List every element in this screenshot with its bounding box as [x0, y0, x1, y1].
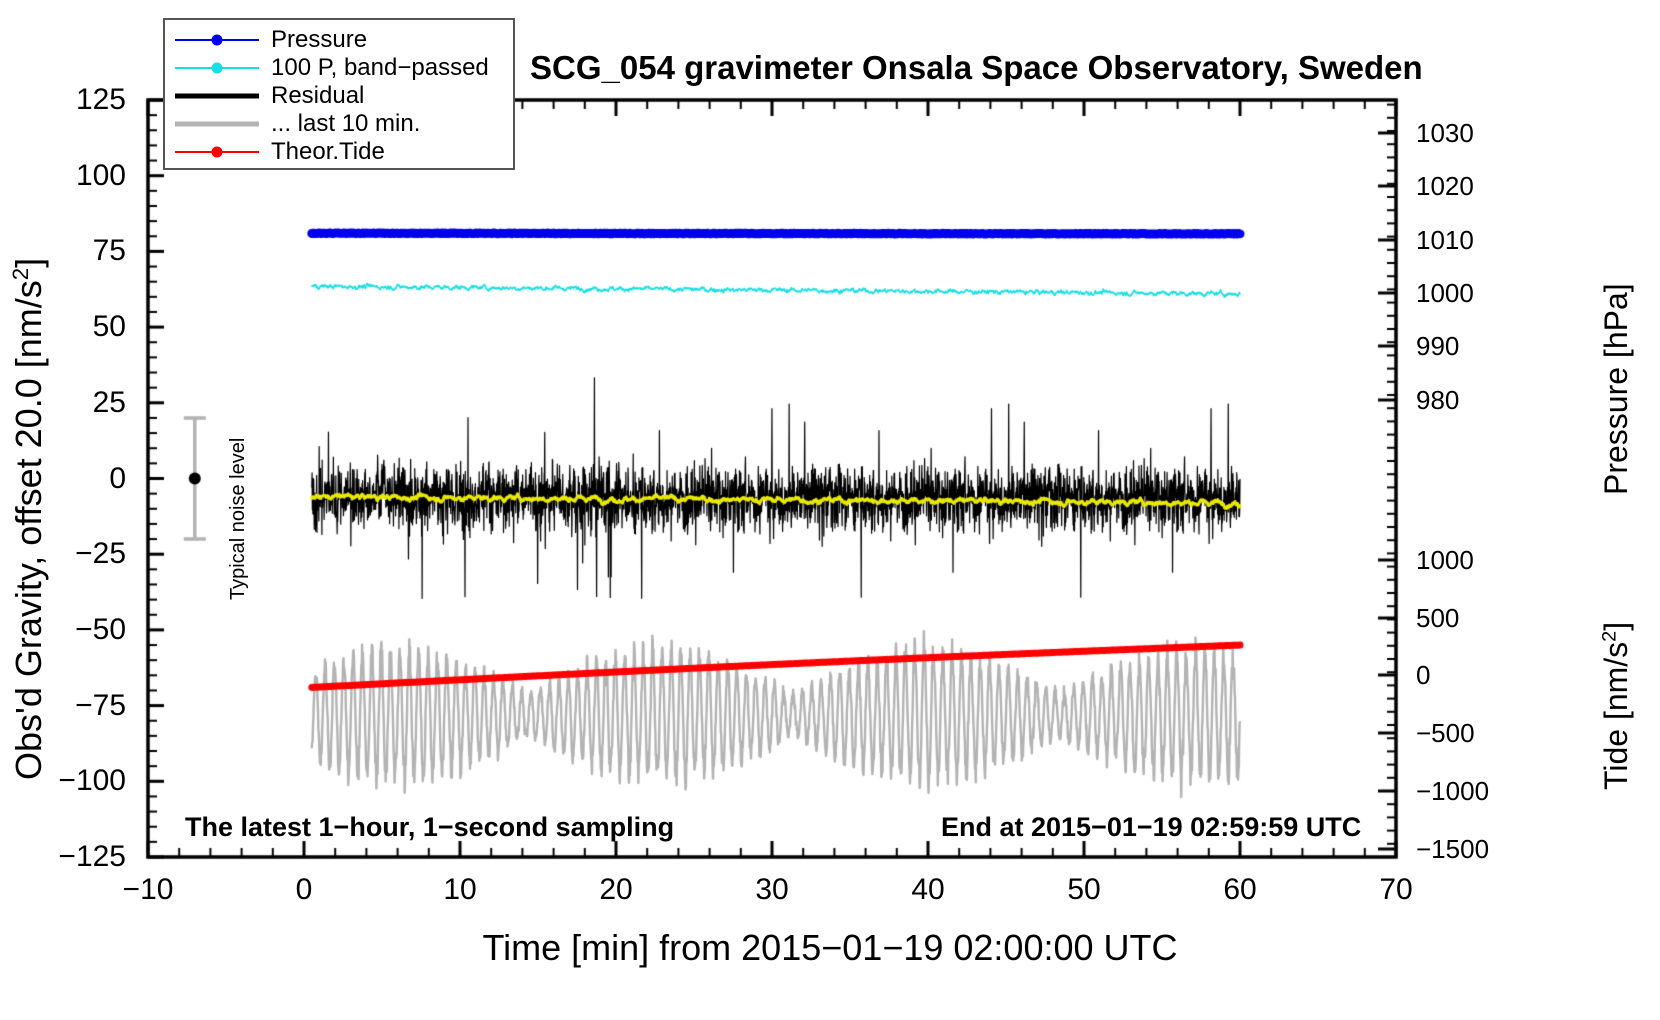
legend-dot-icon	[211, 34, 223, 46]
legend-item[interactable]: Residual	[165, 82, 513, 110]
legend-item[interactable]: Pressure	[165, 26, 513, 54]
legend-item[interactable]: 100 P, band−passed	[165, 54, 513, 82]
y-axis-right-tide-ticklabel: −1500	[1416, 834, 1490, 864]
y-axis-left-ticklabel: −125	[58, 840, 126, 873]
legend-swatch-icon	[175, 141, 259, 163]
y-axis-left-ticklabel: 75	[92, 234, 126, 268]
y-axis-right-pressure-ticklabel: 1010	[1416, 225, 1474, 255]
y-axis-right-pressure-ticklabel: 1030	[1416, 118, 1474, 148]
y-axis-right-tide-ticklabel: 500	[1416, 603, 1460, 633]
legend-swatch-icon	[175, 57, 259, 79]
legend-item-label: Residual	[271, 82, 365, 109]
y-axis-left-ticklabel: 125	[75, 83, 126, 116]
y-axis-left-ticklabel: 50	[92, 310, 126, 344]
y-axis-right-tide-ticklabel: 1000	[1416, 545, 1474, 575]
legend-item-label: Theor.Tide	[271, 138, 385, 165]
end-time-note: End at 2015−01−19 02:59:59 UTC	[941, 812, 1362, 842]
legend-swatch-icon	[175, 113, 259, 135]
y-axis-right-pressure-ticklabel: 990	[1416, 331, 1460, 361]
page-title: SCG_054 gravimeter Onsala Space Observat…	[530, 49, 1423, 86]
sampling-note: The latest 1−hour, 1−second sampling	[185, 812, 675, 842]
x-axis-ticklabel: 40	[911, 873, 945, 906]
y-axis-right-tide-title-tail: ]	[1598, 621, 1634, 631]
y-axis-left-ticklabel: 0	[109, 461, 126, 495]
x-axis-ticklabel: 20	[599, 873, 633, 906]
x-axis-ticklabel: 50	[1067, 873, 1101, 906]
y-axis-left-ticklabel: −75	[75, 688, 126, 722]
y-axis-right-tide-ticklabel: −1000	[1416, 776, 1490, 806]
y-axis-right-tide-ticklabel: −500	[1416, 718, 1475, 748]
typical-noise-level-label: Typical noise level	[227, 437, 249, 600]
y-axis-right-tide-title: Tide [nm/s2]	[1598, 621, 1634, 790]
x-axis-title: Time [min] from 2015−01−19 02:00:00 UTC	[482, 927, 1178, 968]
legend-dot-icon	[211, 62, 223, 74]
y-axis-right-tide-title-exponent: 2	[1598, 630, 1621, 642]
y-axis-right-tide-ticklabel: 0	[1416, 660, 1431, 690]
x-axis-ticklabel: 30	[755, 873, 789, 906]
x-axis-ticklabel: 70	[1379, 873, 1413, 906]
y-axis-right-pressure-ticklabel: 980	[1416, 385, 1460, 415]
y-axis-right-tide-title-text: Tide [nm/s	[1598, 641, 1634, 790]
x-axis-ticklabel: 10	[443, 873, 477, 906]
x-axis-ticklabel: 60	[1223, 873, 1257, 906]
y-axis-left-ticklabel: 25	[92, 385, 126, 419]
x-axis-ticklabel: −10	[122, 873, 174, 906]
legend-item[interactable]: ... last 10 min.	[165, 110, 513, 138]
legend-line-icon	[175, 121, 259, 127]
legend-item[interactable]: Theor.Tide	[165, 138, 513, 166]
y-axis-right-pressure-ticklabel: 1000	[1416, 278, 1474, 308]
legend-swatch-icon	[175, 85, 259, 107]
legend-dot-icon	[211, 146, 223, 158]
legend-swatch-icon	[175, 29, 259, 51]
x-axis-ticklabel: 0	[295, 873, 313, 906]
y-axis-left-ticklabel: 100	[75, 158, 126, 192]
legend-item-label: 100 P, band−passed	[271, 54, 489, 81]
legend: Pressure 100 P, band−passed Residual... la…	[163, 18, 515, 170]
y-axis-left-ticklabel: −100	[58, 764, 126, 798]
y-axis-right-pressure-title: Pressure [hPa]	[1598, 283, 1634, 495]
y-axis-left-ticklabel: −25	[75, 537, 126, 571]
y-axis-right-pressure-ticklabel: 1020	[1416, 171, 1474, 201]
y-axis-left-ticklabel: −50	[75, 612, 126, 646]
y-axis-left-title-exponent: 2	[8, 267, 33, 281]
legend-line-icon	[175, 93, 259, 99]
legend-item-label: Pressure	[271, 26, 368, 53]
legend-item-label: ... last 10 min.	[271, 110, 421, 137]
